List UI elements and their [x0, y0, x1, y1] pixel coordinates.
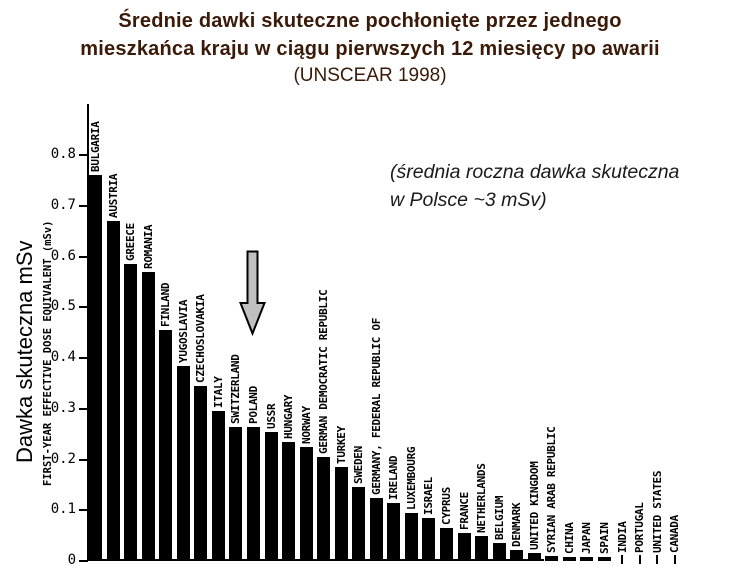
bar-label-netherlands: NETHERLANDS [475, 463, 489, 533]
bar-turkey [334, 467, 348, 561]
y-tick-label: 0.5 [50, 298, 76, 315]
bar-bulgaria [89, 175, 102, 561]
bar-label-ussr: USSR [264, 403, 278, 429]
bar-label-bulgaria: BULGARIA [89, 121, 102, 173]
bar-syrian-arab-republic [545, 556, 559, 561]
bar-yugoslavia [176, 365, 190, 561]
bar-label-sweden: SWEDEN [352, 446, 366, 485]
bar-label-belgium: BELGIUM [492, 495, 506, 541]
bar-belgium [492, 543, 506, 561]
bar-hungary [282, 441, 296, 561]
bar-ussr [264, 431, 278, 561]
y-tick-label: 0.2 [50, 450, 76, 467]
bar-label-germany-federal-republic-of: GERMANY, FEDERAL REPUBLIC OF [369, 317, 383, 495]
y-axis-label-polish: Dawka skuteczna mSv [12, 240, 37, 463]
bar-label-czechoslovakia: CZECHOSLOVAKIA [194, 294, 208, 383]
y-tick-label: 0.8 [50, 146, 76, 162]
bar-label-yugoslavia: YUGOSLAVIA [176, 299, 190, 363]
bar-china [562, 556, 576, 561]
bar-ireland [387, 502, 401, 561]
y-axis-line [86, 104, 89, 561]
bar-sweden [352, 487, 366, 561]
bar-label-denmark: DENMARK [510, 502, 524, 547]
bar-label-greece: GREECE [124, 223, 138, 262]
y-tick-label: 0.1 [50, 501, 76, 518]
bar-finland [159, 330, 173, 561]
bar-luxembourg [404, 512, 418, 561]
bar-netherlands [475, 535, 489, 561]
y-tick-label: 0.3 [50, 399, 76, 416]
bar-germany-federal-republic-of [369, 497, 383, 561]
y-tick-mark [79, 560, 88, 562]
bar-label-german-democratic-republic: GERMAN DEMOCRATIC REPUBLIC [317, 289, 331, 454]
y-tick-mark [79, 204, 88, 207]
bar-label-china: CHINA [562, 522, 576, 554]
bar-label-spain: SPAIN [597, 522, 611, 555]
bar-france [457, 533, 471, 561]
bar-austria [106, 220, 120, 561]
bar-united-kingdom [527, 553, 541, 561]
bar-poland [246, 426, 260, 561]
bar-cyprus [440, 528, 453, 561]
bar-label-israel: ISRAEL [422, 476, 436, 515]
y-tick-mark [79, 407, 88, 410]
bar-label-united-states: UNITED STATES [650, 470, 664, 553]
y-tick-label: 0.7 [50, 196, 76, 213]
bar-czechoslovakia [194, 385, 208, 561]
bar-label-luxembourg: LUXEMBOURG [404, 446, 418, 510]
y-tick-mark [79, 509, 88, 512]
bar-label-norway: NORWAY [299, 405, 313, 444]
title-line-1: Średnie dawki skuteczne pochłonięte prze… [118, 10, 622, 32]
bar-label-ireland: IRELAND [387, 455, 401, 500]
y-tick-mark [79, 458, 88, 461]
bar-label-portugal: PORTUGAL [633, 502, 647, 553]
y-tick-label: 0.6 [50, 247, 76, 264]
bar-label-finland: FINLAND [159, 282, 173, 328]
bar-label-india: INDIA [615, 521, 629, 553]
bar-united-states [656, 555, 659, 564]
y-tick-mark [79, 154, 88, 156]
bar-switzerland [229, 426, 243, 561]
bar-spain [597, 557, 611, 561]
poland-arrow-icon [239, 250, 266, 336]
title-line-2: mieszkańca kraju w ciągu pierwszych 12 m… [80, 38, 660, 60]
bar-label-hungary: HUNGARY [282, 394, 296, 439]
y-tick-mark [79, 255, 88, 258]
bar-label-france: FRANCE [457, 492, 471, 531]
bar-denmark [510, 549, 524, 561]
bar-greece [124, 264, 138, 561]
bar-italy [211, 411, 225, 561]
bar-india [621, 555, 623, 564]
x-axis-line [86, 559, 544, 561]
bar-label-syrian-arab-republic: SYRIAN ARAB REPUBLIC [545, 426, 559, 554]
bar-label-japan: JAPAN [580, 522, 594, 554]
bar-german-democratic-republic [317, 456, 331, 561]
annotation-line-1: (średnia roczna dawka skuteczna [390, 161, 680, 183]
bar-label-turkey: TURKEY [334, 426, 348, 465]
bar-label-romania: ROMANIA [141, 224, 155, 269]
bar-label-austria: AUSTRIA [106, 173, 120, 218]
bar-japan [580, 556, 594, 561]
bar-portugal [638, 555, 641, 564]
title-source: (UNSCEAR 1998) [293, 65, 447, 86]
bar-romania [141, 271, 155, 561]
poland-dose-annotation: (średnia roczna dawka skuteczna w Polsce… [390, 158, 740, 214]
y-tick-label: 0.4 [50, 349, 76, 365]
bar-label-poland: POLAND [246, 385, 260, 424]
y-tick-label: 0 [67, 552, 76, 568]
bar-label-united-kingdom: UNITED KINGDOM [527, 461, 541, 551]
bar-israel [422, 517, 436, 561]
page-title: Średnie dawki skuteczne pochłonięte prze… [0, 7, 740, 89]
bar-label-italy: ITALY [211, 376, 225, 409]
y-tick-mark [79, 357, 88, 359]
annotation-line-2: w Polsce ~3 mSv) [390, 189, 547, 211]
bar-label-canada: CANADA [668, 515, 682, 553]
bar-norway [299, 446, 313, 561]
y-tick-mark [79, 306, 88, 309]
bar-label-cyprus: CYPRUS [440, 487, 453, 525]
bar-label-switzerland: SWITZERLAND [229, 353, 243, 424]
bar-canada [673, 555, 676, 564]
